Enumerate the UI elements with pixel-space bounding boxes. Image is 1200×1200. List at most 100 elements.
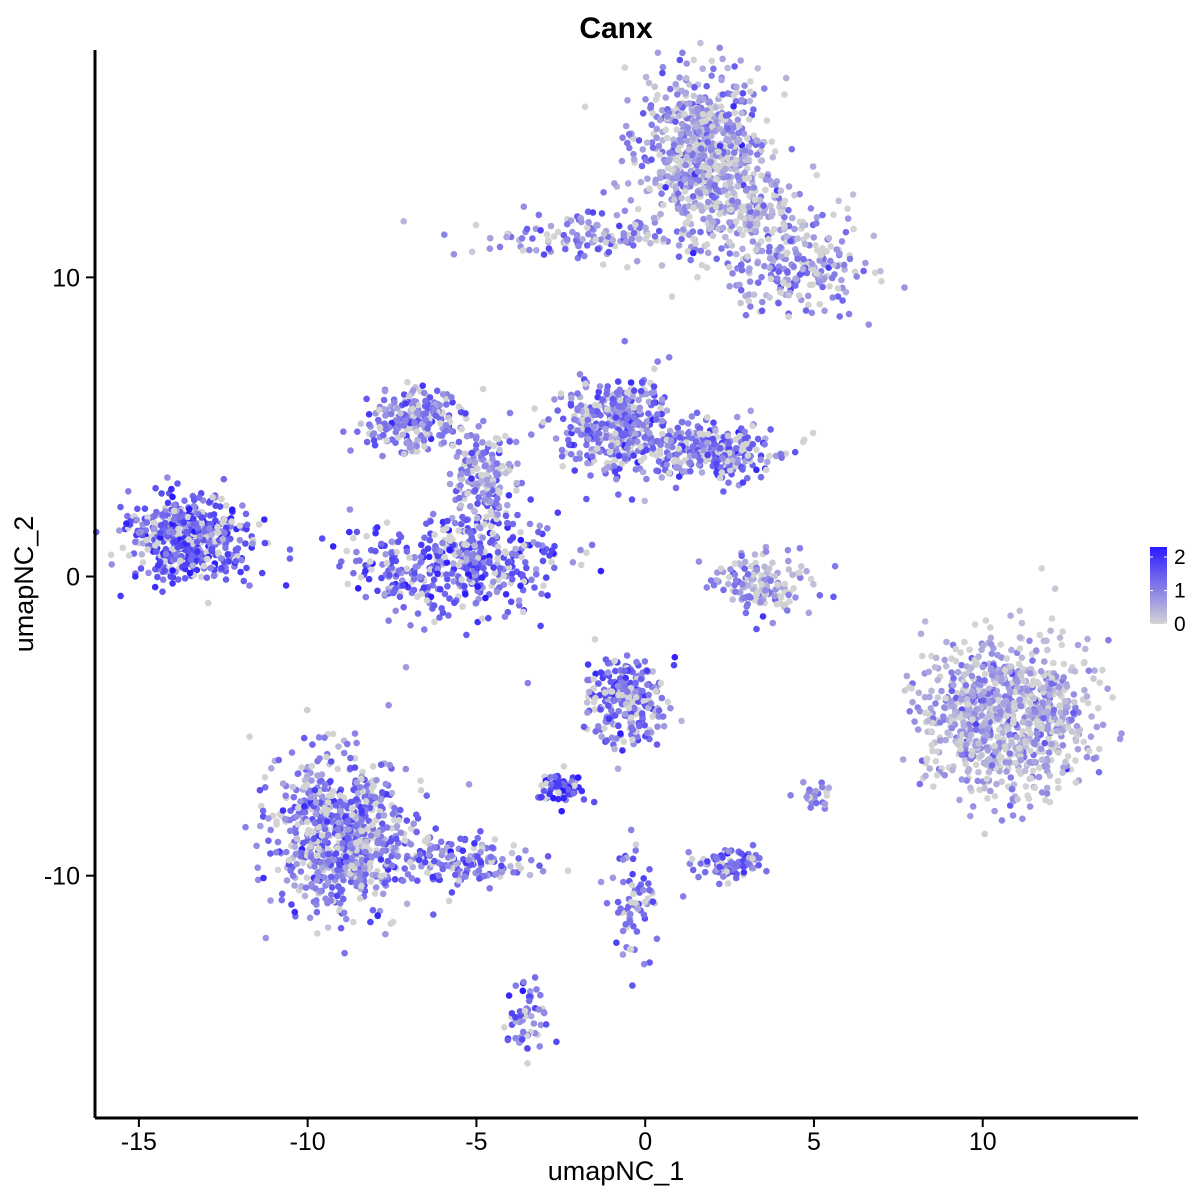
data-point	[414, 877, 421, 884]
data-point	[736, 177, 743, 185]
data-point	[657, 404, 664, 412]
data-point	[564, 236, 571, 243]
data-point	[609, 236, 617, 244]
data-point	[738, 552, 745, 560]
data-point	[968, 751, 975, 759]
data-point	[619, 430, 626, 437]
data-point	[444, 583, 451, 590]
data-point	[634, 205, 642, 213]
data-point	[533, 571, 540, 578]
data-point	[605, 464, 612, 471]
data-point	[772, 181, 779, 188]
data-point	[816, 257, 823, 264]
data-point	[992, 705, 1000, 713]
data-point	[536, 522, 544, 530]
data-point	[676, 74, 683, 81]
data-point	[639, 110, 647, 117]
data-point	[489, 578, 497, 586]
data-point	[700, 215, 707, 223]
data-point	[1072, 779, 1080, 786]
data-point	[683, 219, 691, 226]
data-point	[353, 795, 360, 803]
data-point	[1116, 735, 1124, 743]
data-point	[281, 815, 289, 823]
data-point	[758, 307, 766, 315]
data-point	[436, 401, 444, 409]
data-point	[206, 525, 213, 532]
data-point	[139, 559, 147, 566]
data-point	[680, 226, 687, 233]
data-point	[753, 137, 760, 144]
data-point	[221, 516, 228, 523]
data-point	[933, 772, 941, 779]
data-point	[439, 539, 446, 547]
data-point	[309, 828, 317, 836]
data-point	[766, 254, 774, 262]
data-point	[615, 403, 622, 410]
data-point	[689, 249, 697, 257]
data-point	[420, 437, 428, 445]
data-point	[684, 124, 691, 132]
data-point	[344, 580, 352, 588]
data-point	[762, 186, 769, 194]
data-point	[796, 569, 803, 576]
data-point	[981, 785, 988, 792]
data-point	[222, 544, 229, 552]
data-point	[575, 242, 582, 250]
data-point	[334, 812, 341, 820]
data-point	[665, 157, 673, 164]
data-point	[709, 435, 717, 443]
data-point	[585, 435, 592, 443]
data-point	[534, 541, 542, 548]
data-point	[404, 378, 411, 386]
data-point	[924, 717, 932, 725]
data-point	[766, 294, 773, 301]
data-point	[718, 76, 725, 84]
data-point	[922, 709, 929, 717]
data-point	[286, 546, 294, 553]
data-point	[1080, 738, 1087, 746]
data-point	[1030, 739, 1038, 746]
data-point	[730, 92, 738, 99]
data-point	[313, 877, 321, 884]
data-point	[200, 562, 208, 570]
data-point	[223, 502, 230, 509]
data-point	[502, 432, 509, 440]
data-point	[356, 895, 364, 902]
data-point	[134, 505, 141, 513]
data-point	[487, 523, 495, 530]
data-point	[659, 69, 666, 77]
data-point	[379, 847, 387, 854]
data-point	[1048, 680, 1055, 687]
data-point	[362, 870, 369, 878]
data-point	[320, 851, 327, 859]
data-point	[362, 593, 370, 601]
data-point	[523, 564, 530, 572]
data-point	[1019, 815, 1026, 823]
data-point	[697, 145, 705, 152]
data-point	[744, 571, 752, 578]
data-point	[750, 106, 757, 113]
data-point	[602, 425, 609, 433]
data-point	[820, 276, 827, 284]
data-point	[622, 122, 630, 130]
data-point	[614, 378, 622, 385]
data-point	[613, 475, 620, 483]
data-point	[753, 220, 761, 227]
data-point	[915, 689, 923, 697]
data-point	[563, 429, 571, 437]
data-point	[766, 264, 773, 272]
data-point	[658, 106, 666, 114]
data-point	[807, 205, 815, 212]
data-point	[1057, 709, 1064, 716]
data-point	[282, 792, 290, 799]
data-point	[1063, 683, 1071, 690]
data-point	[300, 839, 307, 847]
data-point	[478, 471, 485, 479]
data-point	[1058, 641, 1066, 649]
data-point	[403, 548, 411, 555]
data-point	[447, 427, 454, 434]
data-point	[753, 446, 760, 454]
data-point	[196, 533, 204, 540]
data-point	[1048, 740, 1055, 748]
